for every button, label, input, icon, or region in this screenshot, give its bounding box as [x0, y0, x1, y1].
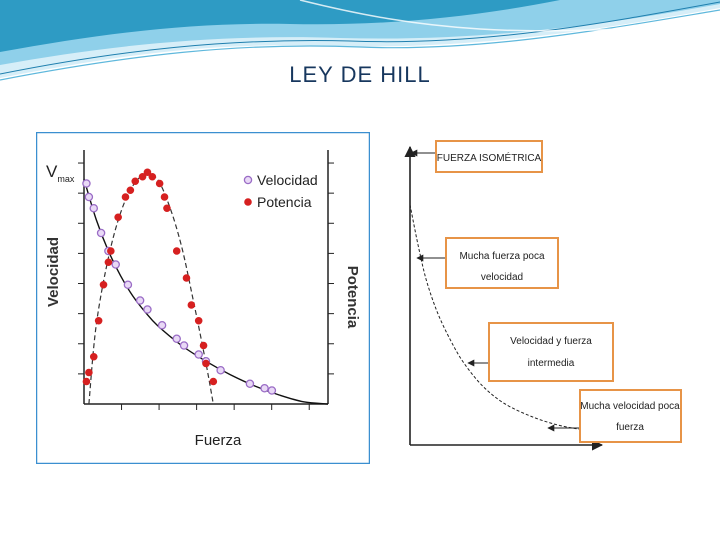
annotation-high-velocity-line1: Mucha velocidad poca [580, 401, 680, 412]
power-point [143, 168, 152, 177]
power-point [138, 172, 147, 181]
right-chart-force-velocity: FUERZA ISOMÉTRICA Mucha fuerza poca velo… [390, 135, 690, 460]
velocity-point [82, 179, 91, 188]
velocity-point [143, 305, 152, 314]
left-chart-frame [36, 132, 370, 464]
power-point [199, 341, 208, 350]
y2-axis-label: Potencia [344, 266, 361, 329]
annotation-intermediate-line2: intermedia [528, 358, 575, 369]
velocity-point [111, 260, 120, 269]
power-point [155, 179, 164, 188]
annotation-high-force-box [445, 237, 559, 289]
annotation-high-velocity: Mucha velocidad poca fuerza [547, 389, 682, 443]
power-point [148, 172, 157, 181]
power-point [82, 377, 91, 386]
velocity-point [260, 383, 269, 393]
legend: Velocidad Potencia [243, 172, 318, 210]
power-point [160, 193, 169, 201]
velocity-points [82, 179, 277, 395]
annotation-isometric: FUERZA ISOMÉTRICA [410, 140, 543, 173]
tick-marks [78, 162, 334, 410]
velocity-point [245, 379, 255, 388]
power-point [85, 368, 93, 377]
power-point [89, 352, 98, 361]
legend-power-marker [244, 198, 252, 206]
annotation-high-force: Mucha fuerza poca velocidad [416, 237, 559, 289]
velocity-point [123, 280, 133, 289]
annotation-high-velocity-box [579, 389, 682, 443]
wave-dark-band [0, 0, 560, 52]
velocity-point [267, 386, 277, 395]
power-point [187, 301, 196, 309]
header-wave-decoration [0, 0, 720, 81]
annotations: FUERZA ISOMÉTRICA Mucha fuerza poca velo… [410, 140, 682, 443]
power-point [104, 258, 113, 267]
legend-velocity-marker [243, 175, 253, 185]
power-point [194, 316, 203, 325]
annotation-high-force-line2: velocidad [481, 272, 523, 283]
power-point [209, 377, 218, 386]
velocity-point [172, 334, 181, 343]
annotation-isometric-box [435, 140, 543, 173]
power-points [82, 168, 218, 386]
power-point [114, 213, 122, 222]
power-point [163, 204, 171, 213]
velocity-point [194, 350, 203, 359]
velocity-point [157, 320, 167, 330]
left-chart-hill-curve: Vmax Velocidad Potencia Fuerza Velocidad… [36, 132, 370, 464]
y-axis-label: Velocidad [45, 237, 62, 307]
power-point [182, 274, 191, 282]
legend-power-label: Potencia [257, 194, 312, 210]
power-point [172, 247, 181, 255]
velocity-point [89, 204, 99, 213]
annotation-high-velocity-line2: fuerza [616, 422, 644, 433]
velocity-point [216, 365, 225, 375]
annotation-isometric-text: FUERZA ISOMÉTRICA [437, 151, 542, 164]
power-point [202, 359, 210, 368]
power-point [126, 186, 135, 195]
legend-velocity-label: Velocidad [257, 172, 318, 188]
wave-line-2 [0, 1, 720, 75]
annotation-intermediate-box [488, 322, 614, 382]
velocity-point [135, 296, 145, 305]
power-point [107, 247, 115, 255]
slide-title: LEY DE HILL [289, 62, 431, 87]
annotation-high-force-line1: Mucha fuerza poca [459, 251, 544, 262]
wave-line-1 [0, 9, 720, 81]
vmax-label: Vmax [46, 162, 75, 184]
power-point [131, 177, 140, 186]
velocity-point [96, 228, 106, 238]
power-point [99, 280, 108, 289]
wave-line-3 [299, 0, 720, 32]
annotation-intermediate: Velocidad y fuerza intermedia [467, 322, 614, 382]
velocity-point [84, 192, 94, 202]
velocity-point [179, 341, 189, 350]
x-axis-label: Fuerza [195, 432, 242, 449]
power-point [121, 193, 130, 201]
power-point [94, 316, 103, 325]
annotation-intermediate-line1: Velocidad y fuerza [510, 336, 592, 347]
